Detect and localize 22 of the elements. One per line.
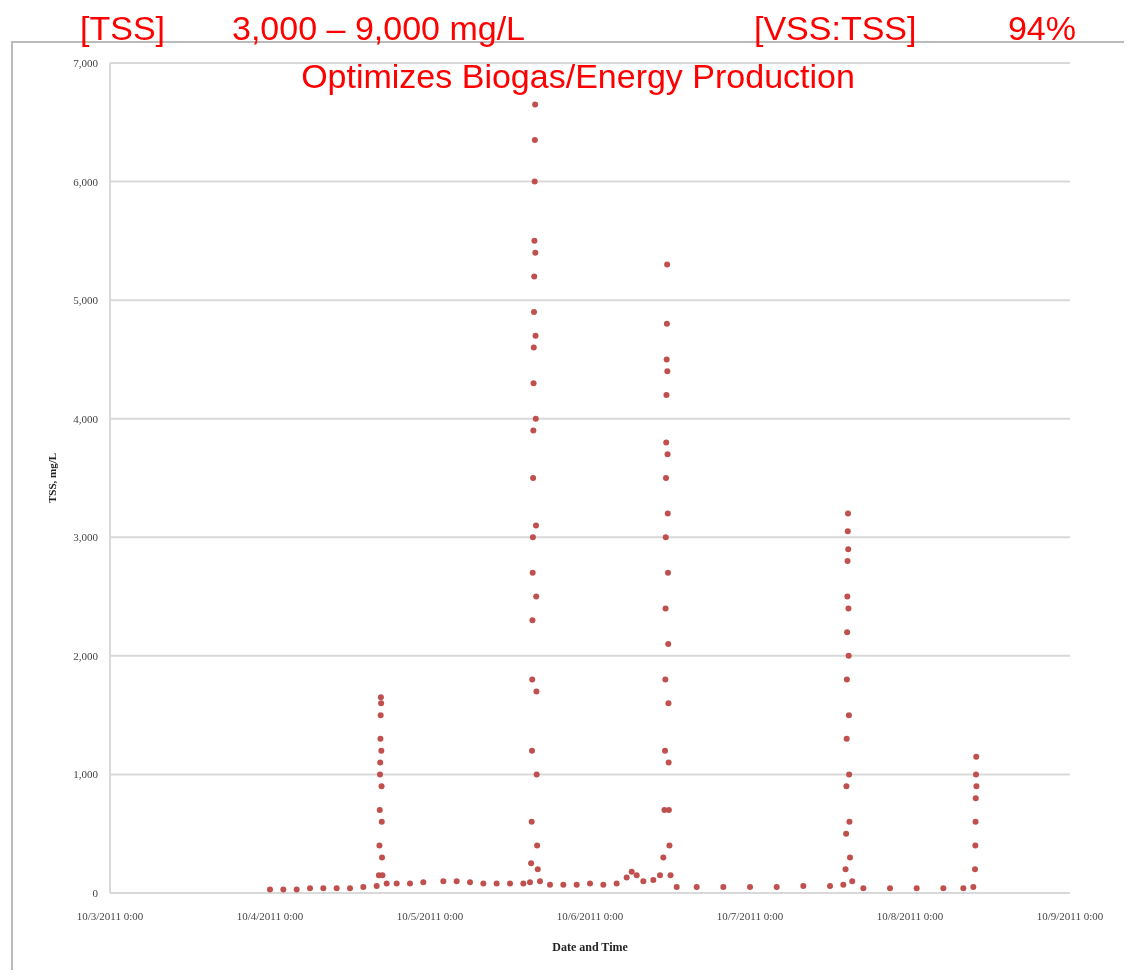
text: [TSS] xyxy=(80,9,166,47)
x-tick-label: 10/6/2011 0:00 xyxy=(556,910,624,922)
y-tick-label: 7,000 xyxy=(73,57,99,69)
y-tick-label: 4,000 xyxy=(73,412,99,425)
text: 3,000 – 9,000 mg/L xyxy=(232,9,526,47)
y-tick-label: 2,000 xyxy=(73,649,99,662)
x-tick-label: 10/9/2011 0:00 xyxy=(1036,910,1104,922)
y-axis-title: TSS, mg/L xyxy=(46,452,58,504)
x-tick-label: 10/8/2011 0:00 xyxy=(876,910,944,922)
y-tick-label: 6,000 xyxy=(73,175,99,188)
x-tick-label: 10/3/2011 0:00 xyxy=(76,910,144,922)
x-tick-label: 10/7/2011 0:00 xyxy=(716,910,784,922)
text: 94% xyxy=(1007,9,1076,47)
y-tick-label: 1,000 xyxy=(73,768,99,781)
y-tick-label: 3,000 xyxy=(73,531,99,544)
y-tick-label: 0 xyxy=(92,887,99,899)
text: [VSS:TSS] xyxy=(754,9,917,47)
x-tick-label: 10/5/2011 0:00 xyxy=(396,910,464,922)
x-axis-title: Date and Time xyxy=(552,940,629,954)
x-tick-label: 10/4/2011 0:00 xyxy=(236,910,304,922)
annotation: Optimizes Biogas/Energy Production xyxy=(301,57,855,95)
y-tick-label: 5,000 xyxy=(73,294,99,307)
